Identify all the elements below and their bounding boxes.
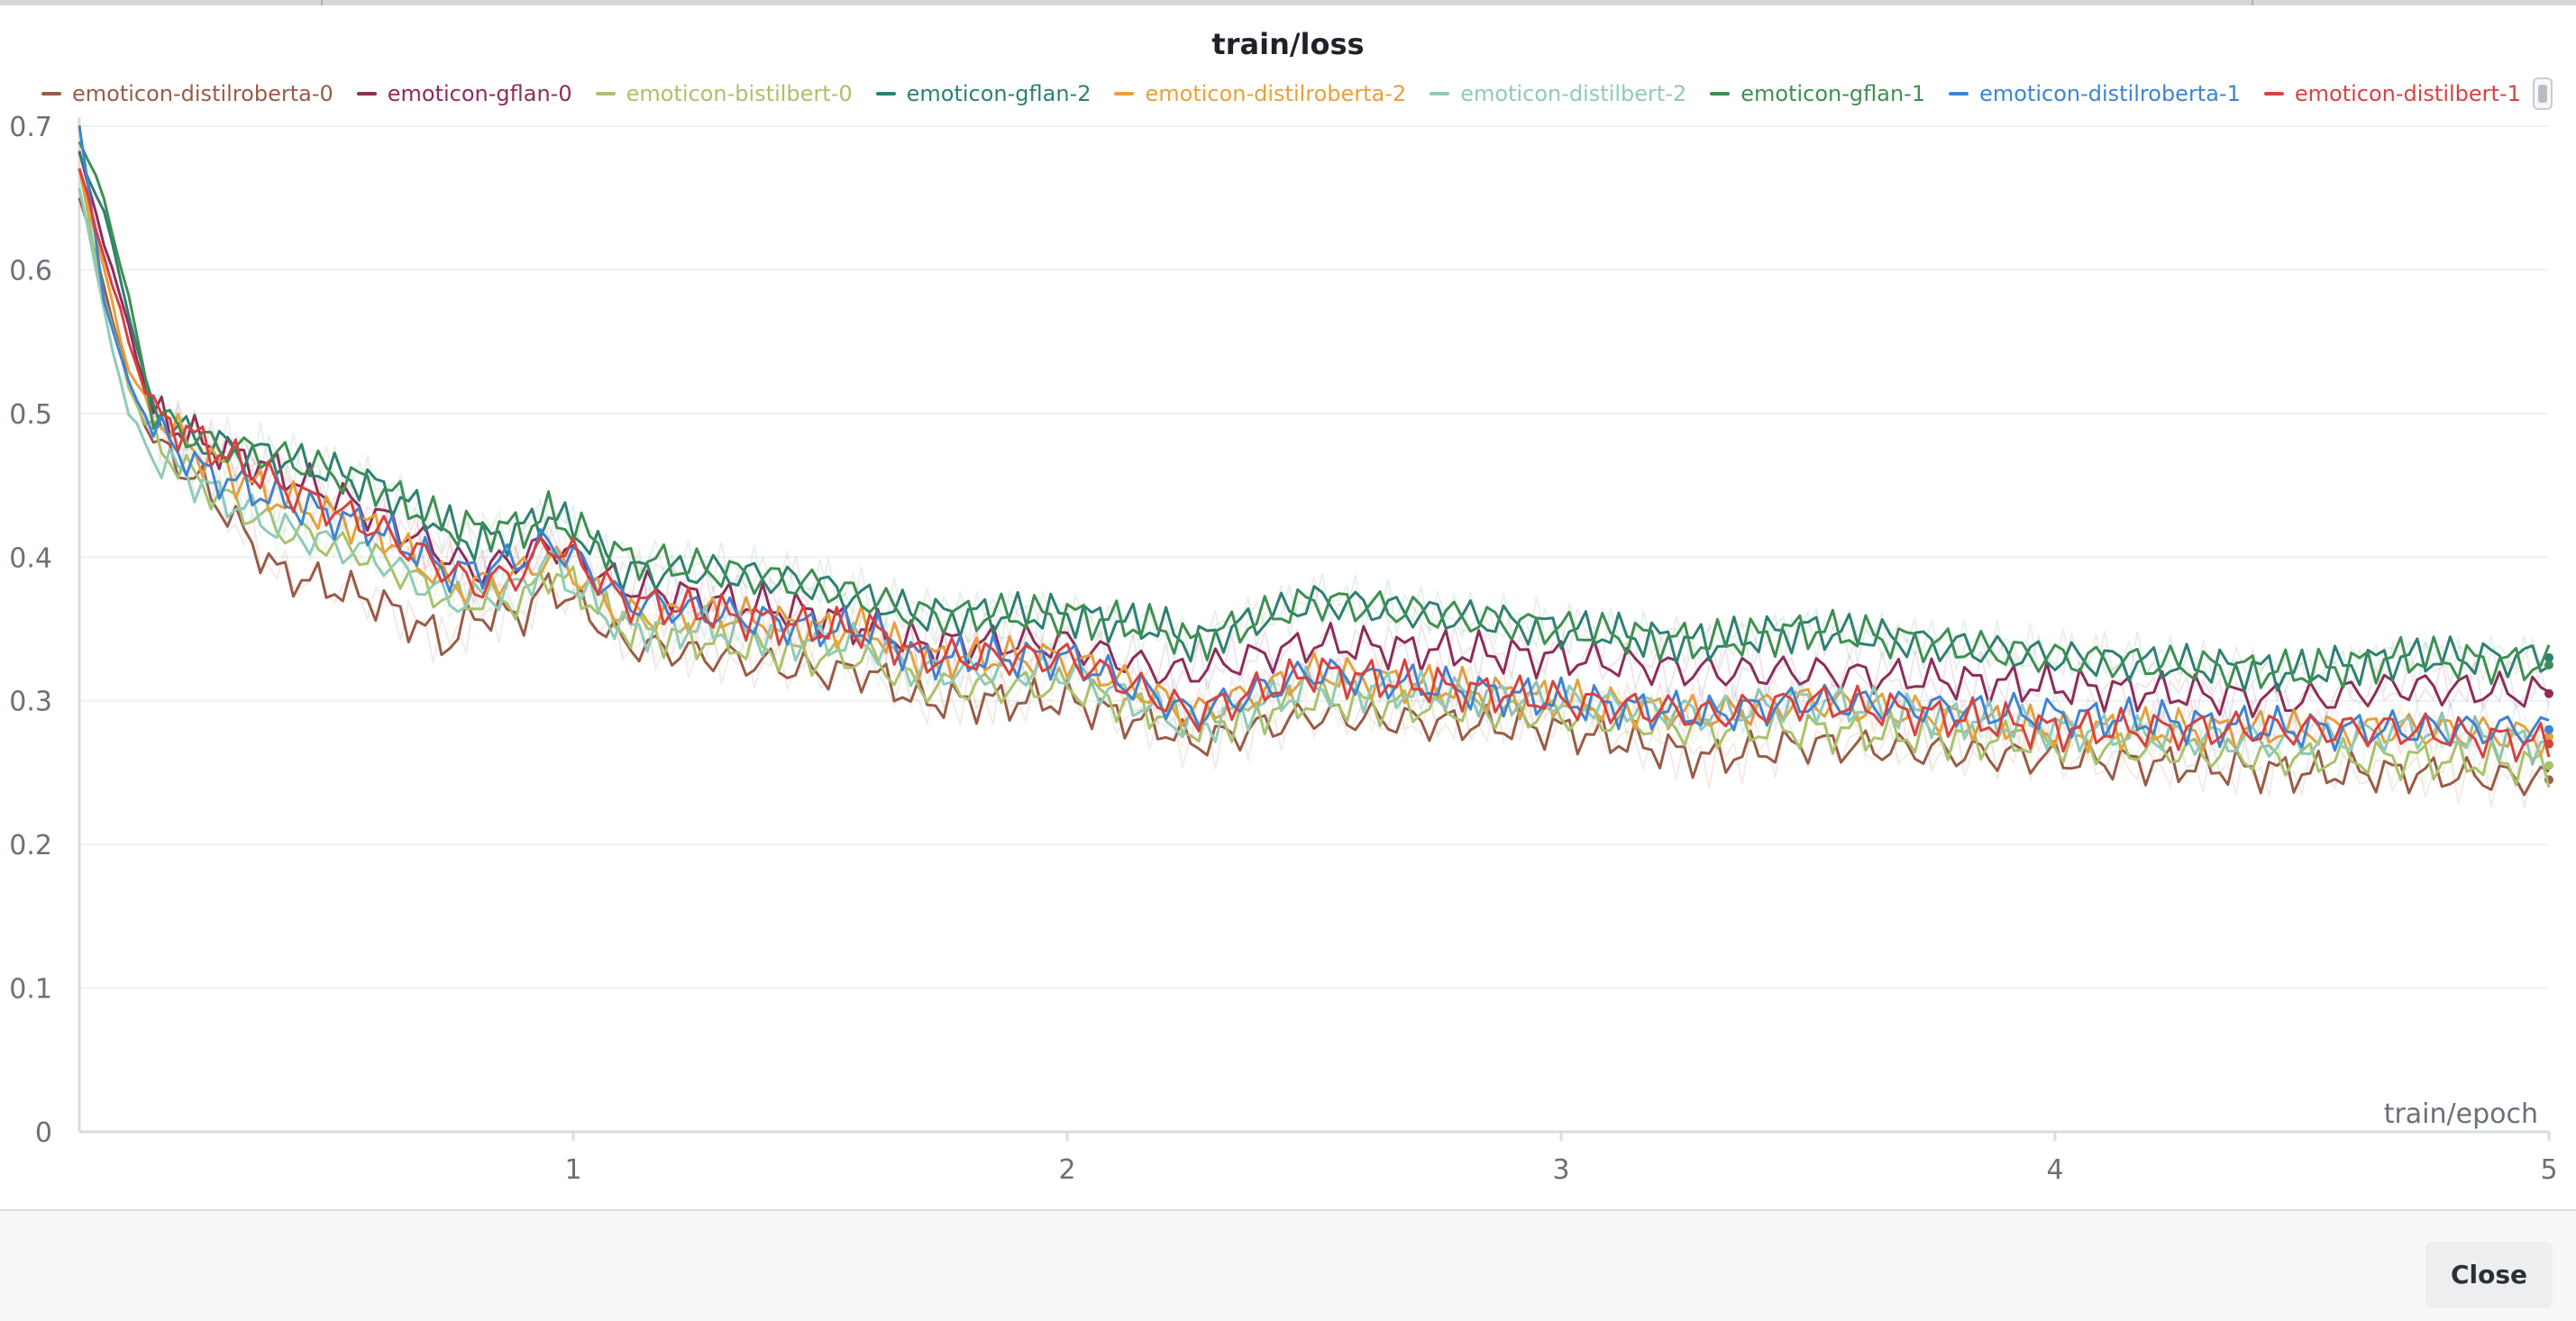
legend-item[interactable]: emoticon-gflan-1 — [1710, 81, 1925, 106]
legend-swatch — [875, 92, 896, 96]
legend-item[interactable]: emoticon-distilroberta-1 — [1949, 81, 2241, 106]
x-tick-label: 2 — [1058, 1154, 1075, 1186]
legend-label: emoticon-gflan-0 — [387, 81, 572, 106]
y-tick-label: 0.4 — [9, 542, 52, 574]
series-line — [78, 141, 2551, 690]
legend-scrollbar[interactable] — [2533, 77, 2553, 110]
series-lines — [78, 125, 2553, 809]
series-end-point — [2544, 732, 2553, 742]
series-raw-line — [78, 168, 2550, 787]
series-raw-line — [78, 149, 2550, 696]
series-end-point — [2544, 688, 2553, 698]
series-raw-line — [78, 144, 2550, 702]
legend-swatch — [1949, 92, 1969, 96]
legend-item[interactable]: emoticon-distilroberta-2 — [1114, 81, 1406, 106]
legend-item[interactable]: emoticon-distilroberta-0 — [41, 81, 333, 106]
legend-item[interactable]: emoticon-distilbert-1 — [2263, 81, 2521, 106]
y-tick-label: 0.1 — [9, 974, 52, 1006]
series-raw-line — [78, 197, 2550, 809]
legend-swatch — [2263, 92, 2284, 96]
y-tick-label: 0.6 — [9, 255, 52, 287]
legend-swatch — [1114, 92, 1135, 96]
series-raw-line — [78, 150, 2550, 728]
series-end-point — [2544, 761, 2553, 770]
y-tick-label: 0.5 — [9, 399, 52, 431]
top-divider — [0, 0, 2576, 5]
series-line — [78, 150, 2550, 719]
line-chart: 0 0.1 0.2 0.3 0.4 0.5 0.6 0.7 1 2 3 4 5 train/epoch — [9, 112, 2557, 1186]
top-divider-tick — [321, 0, 323, 5]
y-tick-label: 0.3 — [9, 687, 52, 718]
series-end-point — [2544, 660, 2553, 670]
x-tick-label: 3 — [1552, 1154, 1569, 1186]
x-tick-label: 1 — [564, 1154, 581, 1186]
chart-title: train/loss — [1211, 27, 1365, 61]
series-end-point — [2544, 739, 2553, 749]
dialog-footer: Close — [0, 1209, 2576, 1321]
legend-item[interactable]: emoticon-gflan-2 — [875, 81, 1092, 106]
series-line — [78, 152, 2550, 693]
legend-label: emoticon-gflan-2 — [906, 81, 1092, 106]
legend-item[interactable]: emoticon-bistilbert-0 — [595, 81, 853, 106]
legend-swatch — [41, 92, 61, 96]
legend-swatch — [356, 92, 377, 96]
axes: 0 0.1 0.2 0.3 0.4 0.5 0.6 0.7 1 2 3 4 5 — [9, 112, 2557, 1186]
legend-item[interactable]: emoticon-distilbert-2 — [1430, 81, 1686, 106]
series-line — [78, 197, 2550, 797]
legend-swatch — [1430, 92, 1450, 96]
legend-label: emoticon-distilroberta-1 — [1979, 81, 2241, 106]
y-tick-label: 0.7 — [9, 112, 52, 143]
legend-label: emoticon-distilbert-2 — [1460, 81, 1687, 106]
legend-swatch — [595, 92, 616, 96]
legend-item[interactable]: emoticon-gflan-0 — [356, 81, 572, 106]
close-button[interactable]: Close — [2425, 1242, 2553, 1308]
legend-label: emoticon-distilroberta-0 — [72, 81, 333, 106]
legend-label: emoticon-bistilbert-0 — [626, 81, 853, 106]
x-axis-label: train/epoch — [2384, 1098, 2538, 1130]
legend: emoticon-distilroberta-0 emoticon-gflan-0… — [41, 76, 2544, 112]
y-tick-label: 0.2 — [9, 830, 52, 861]
series-end-point — [2544, 724, 2553, 734]
x-tick-label: 5 — [2540, 1154, 2557, 1186]
x-tick-label: 4 — [2046, 1154, 2063, 1186]
series-line — [78, 125, 2550, 752]
series-line — [78, 168, 2551, 763]
legend-swatch — [1710, 92, 1731, 96]
series-line — [78, 168, 2551, 788]
top-divider-tick — [2252, 0, 2253, 5]
legend-scrollbar-thumb[interactable] — [2538, 85, 2547, 103]
y-tick-label: 0 — [35, 1117, 52, 1149]
legend-label: emoticon-gflan-1 — [1740, 81, 1926, 106]
gridlines — [79, 125, 2549, 989]
legend-label: emoticon-distilroberta-2 — [1145, 81, 1407, 106]
legend-label: emoticon-distilbert-1 — [2294, 81, 2521, 106]
series-end-point — [2544, 652, 2553, 662]
